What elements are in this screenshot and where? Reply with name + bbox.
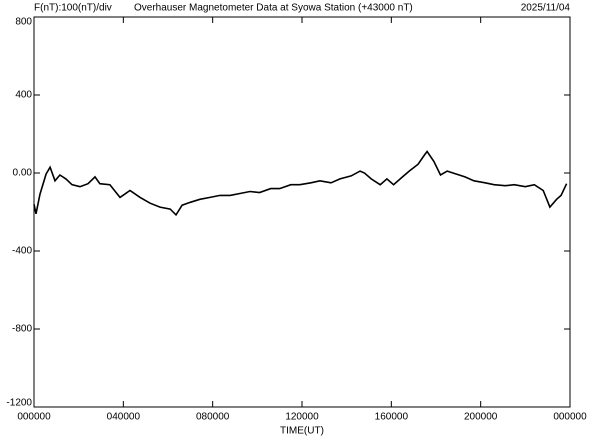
y-tick-label: 0.00 [13,168,33,179]
x-tick-label: 080000 [196,412,230,423]
data-line [33,150,568,217]
x-axis-label: TIME(UT) [280,426,324,437]
scale-label: F(nT):100(nT)/div [34,3,112,14]
date-label: 2025/11/04 [521,3,571,14]
x-tick-label: 200000 [464,412,498,423]
x-tick-label: 160000 [375,412,409,423]
y-tick-label: 400 [15,90,32,101]
x-tick-label: 000000 [553,412,587,423]
y-tick-label: 800 [15,17,32,28]
x-tick-label: 120000 [285,412,319,423]
x-tick-label: 040000 [107,412,141,423]
y-tick-label: -800 [12,324,32,335]
y-tick-label: -1200 [6,398,32,409]
x-tick-label: 000000 [17,412,51,423]
chart-title: Overhauser Magnetometer Data at Syowa St… [134,3,413,14]
y-tick-label: -400 [12,246,32,257]
plot-frame [33,16,571,408]
